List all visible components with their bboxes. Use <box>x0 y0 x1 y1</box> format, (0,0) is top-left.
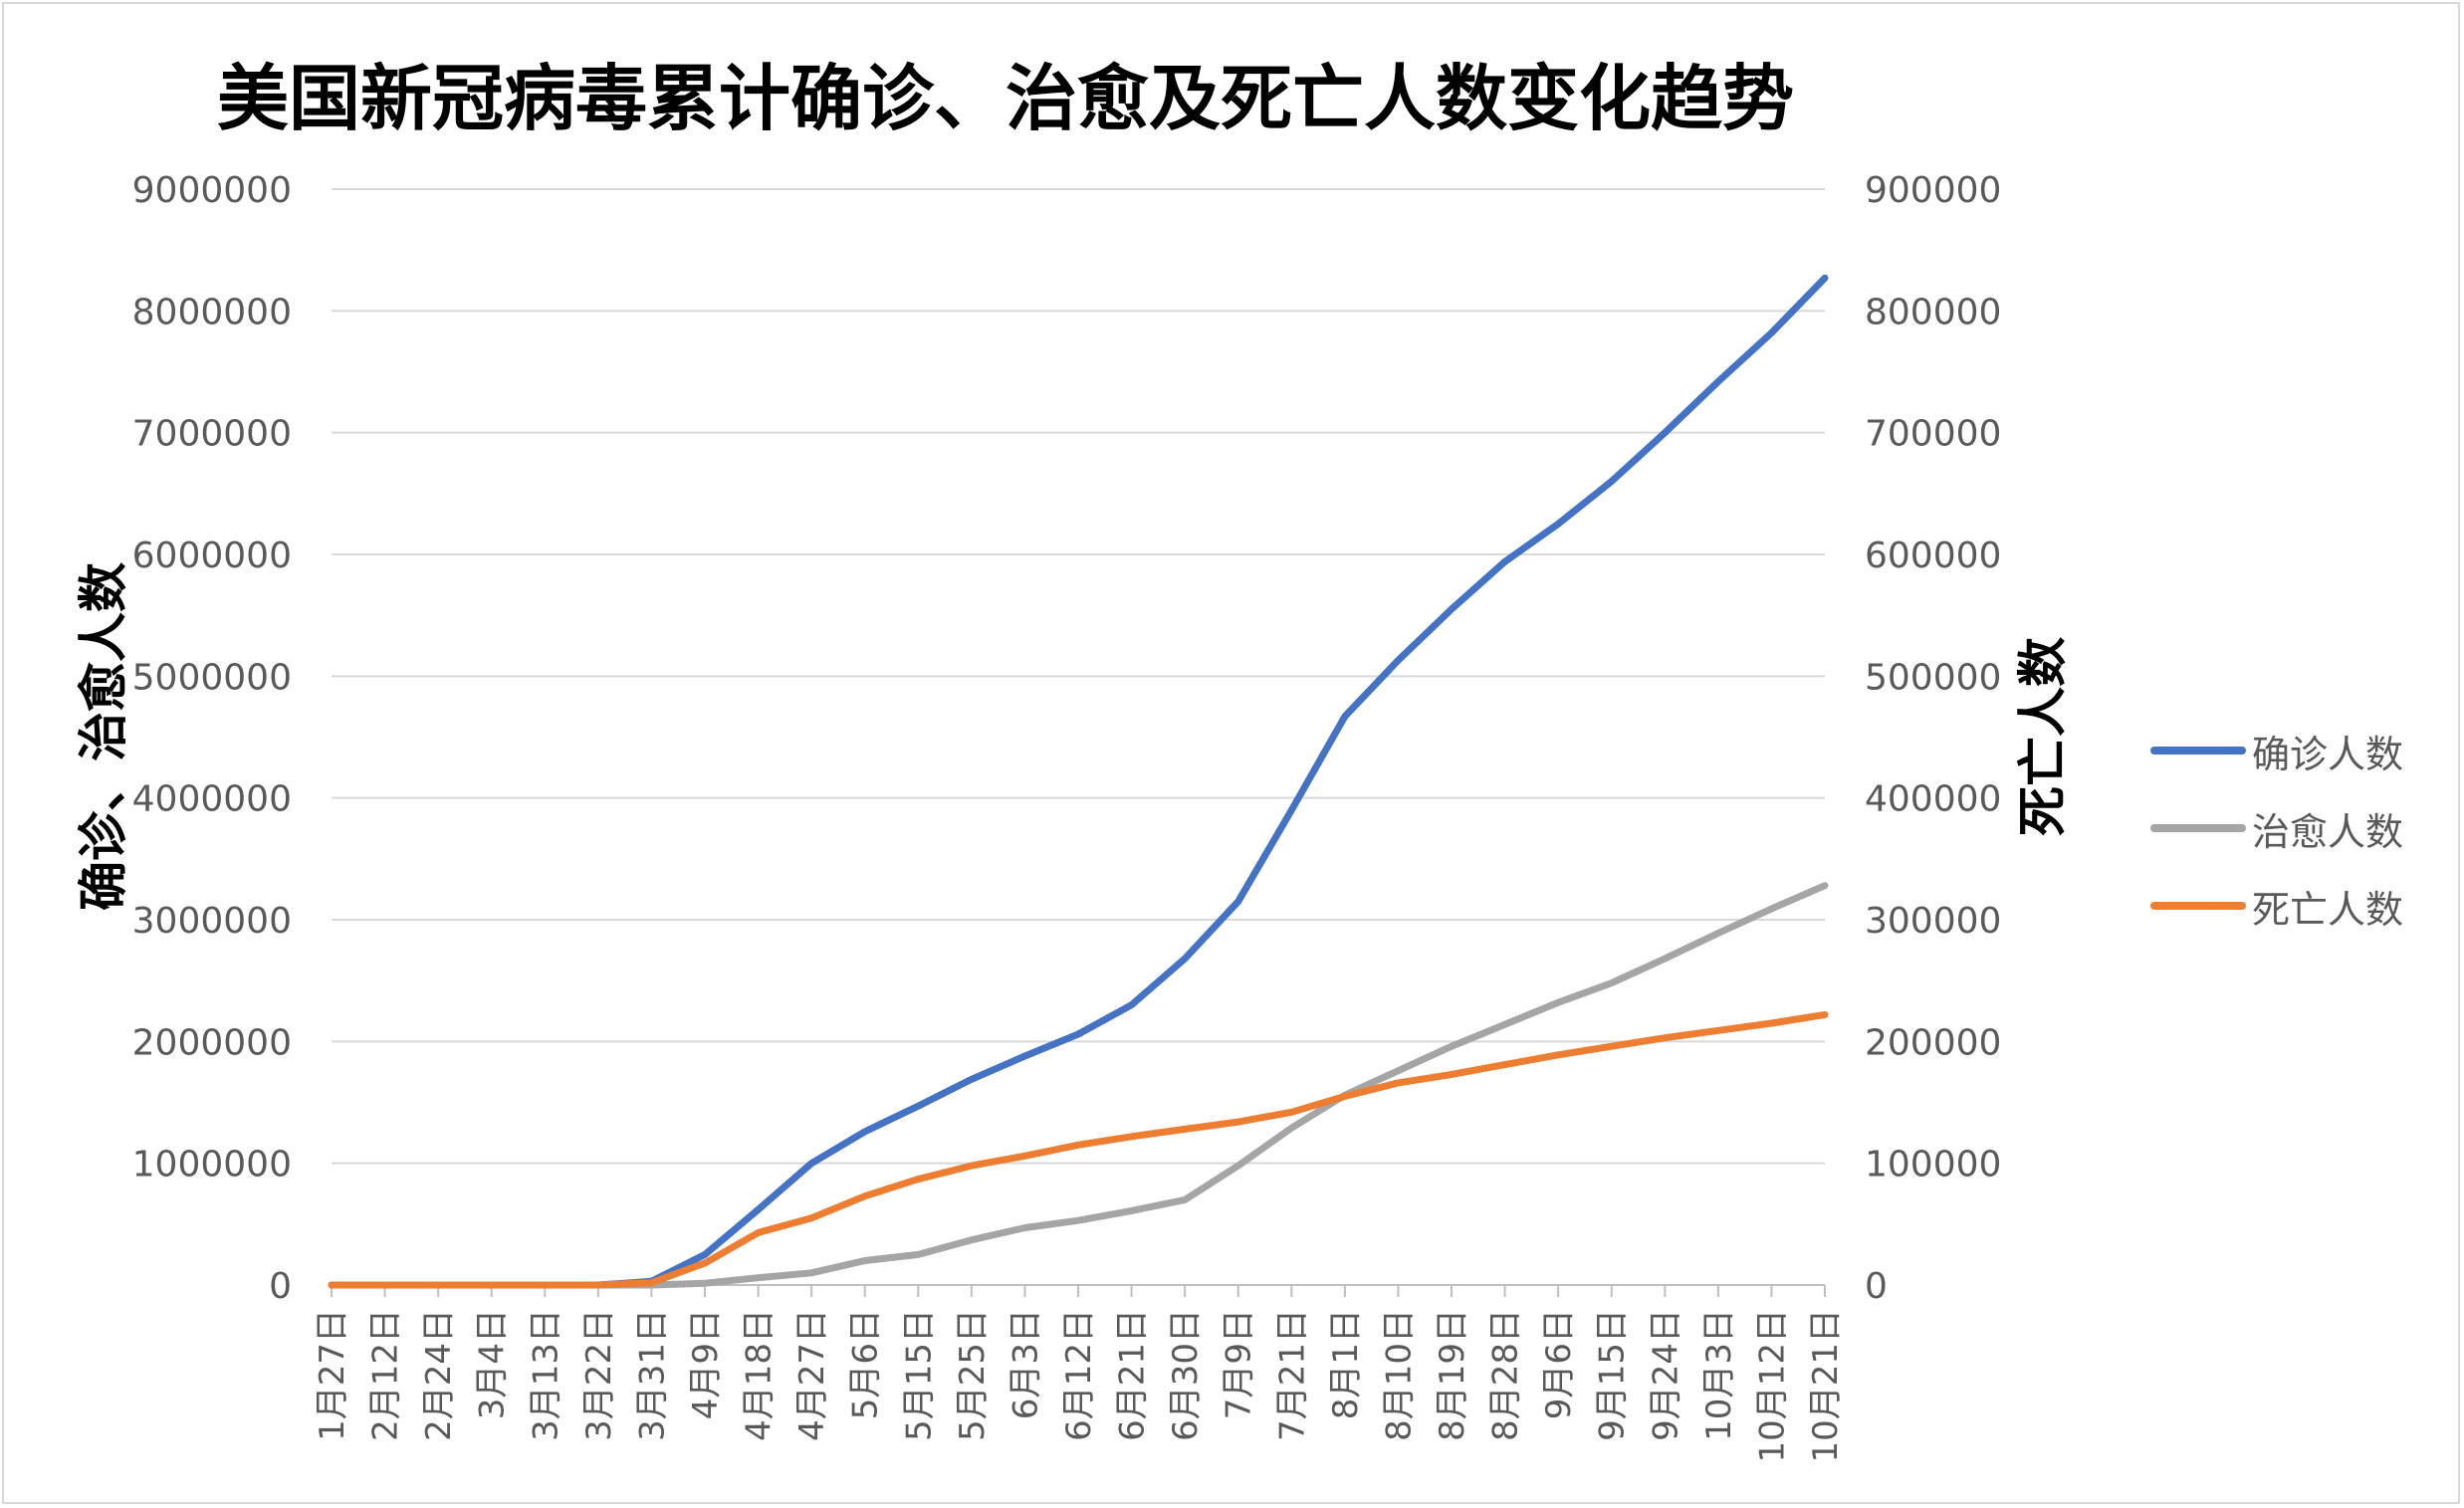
y-right-tick-label: 800000 <box>1865 292 2001 332</box>
y-left-tick-label: 3000000 <box>132 901 292 942</box>
x-tick-label: 6月3日 <box>1006 1309 1045 1419</box>
legend-swatch <box>2150 824 2246 832</box>
x-tick-label: 3月31日 <box>632 1309 672 1441</box>
x-tick-label: 7月9日 <box>1220 1309 1259 1419</box>
y-right-tick-label: 700000 <box>1865 414 2001 455</box>
x-tick-label: 3月4日 <box>473 1309 513 1419</box>
y-right-tick-label: 300000 <box>1865 901 2001 942</box>
legend-item-confirmed: 确诊人数 <box>2150 712 2403 789</box>
y-left-tick-label: 1000000 <box>132 1145 292 1185</box>
legend-item-deaths: 死亡人数 <box>2150 867 2403 945</box>
x-tick-label: 10月3日 <box>1699 1309 1739 1441</box>
y-left-tick-label: 2000000 <box>132 1022 292 1063</box>
x-tick-label: 3月22日 <box>579 1309 619 1441</box>
legend-swatch <box>2150 747 2246 754</box>
x-tick-label: 4月27日 <box>792 1309 832 1441</box>
legend-label: 死亡人数 <box>2252 887 2404 932</box>
y-left-tick-label: 7000000 <box>132 414 292 455</box>
x-tick-label: 8月1日 <box>1326 1309 1366 1419</box>
x-tick-label: 5月25日 <box>953 1309 993 1441</box>
legend-label: 确诊人数 <box>2252 732 2404 776</box>
y-right-tick-label: 400000 <box>1865 779 2001 820</box>
x-tick-label: 9月24日 <box>1646 1309 1685 1441</box>
x-tick-label: 1月27日 <box>313 1309 352 1441</box>
x-tick-label: 6月12日 <box>1059 1309 1099 1441</box>
series-line <box>328 274 1829 1289</box>
legend: 确诊人数 治愈人数 死亡人数 <box>2150 712 2403 945</box>
x-tick-label: 3月13日 <box>526 1309 565 1441</box>
x-tick-label: 6月21日 <box>1113 1309 1153 1441</box>
x-tick-label: 4月9日 <box>686 1309 726 1419</box>
y-left-tick-label: 5000000 <box>132 657 292 698</box>
x-tick-label: 10月21日 <box>1806 1309 1846 1463</box>
chart-title: 美国新冠病毒累计确诊、治愈及死亡人数变化趋势 <box>216 57 1794 140</box>
y-right-tick-label: 900000 <box>1865 170 2001 211</box>
x-tick-label: 4月18日 <box>740 1309 780 1441</box>
legend-swatch <box>2150 902 2246 910</box>
x-tick-label: 2月12日 <box>366 1309 406 1441</box>
x-tick-label: 5月15日 <box>899 1309 939 1441</box>
y-left-tick-label: 4000000 <box>132 779 292 820</box>
legend-label: 治愈人数 <box>2252 809 2404 854</box>
series-line <box>328 1010 1829 1289</box>
y-right-tick-label: 200000 <box>1865 1022 2001 1063</box>
x-tick-label: 6月30日 <box>1166 1309 1206 1441</box>
x-tick-label: 9月6日 <box>1539 1309 1579 1419</box>
legend-item-recovered: 治愈人数 <box>2150 789 2403 867</box>
y-right-tick-label: 0 <box>1865 1266 1888 1307</box>
y-left-tick-label: 0 <box>269 1266 292 1307</box>
y-right-tick-label: 600000 <box>1865 536 2001 576</box>
x-tick-label: 8月10日 <box>1379 1309 1419 1441</box>
y-left-tick-label: 9000000 <box>132 170 292 211</box>
y-right-tick-label: 100000 <box>1865 1145 2001 1185</box>
x-tick-label: 7月21日 <box>1272 1309 1312 1441</box>
x-tick-label: 10月12日 <box>1752 1309 1792 1463</box>
y-left-tick-label: 8000000 <box>132 292 292 332</box>
x-tick-label: 5月6日 <box>846 1309 886 1419</box>
series-line <box>328 882 1829 1289</box>
x-tick-label: 8月19日 <box>1433 1309 1472 1441</box>
x-tick-label: 9月15日 <box>1593 1309 1633 1441</box>
y-right-tick-label: 500000 <box>1865 657 2001 698</box>
y-left-tick-label: 6000000 <box>132 536 292 576</box>
x-tick-label: 2月24日 <box>419 1309 459 1441</box>
x-tick-label: 8月28日 <box>1486 1309 1526 1441</box>
